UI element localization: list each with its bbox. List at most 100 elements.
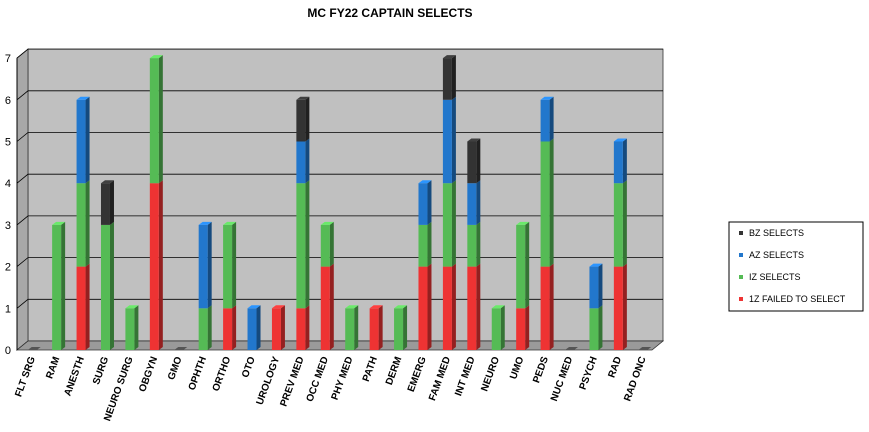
- bar-segment-side: [305, 305, 310, 350]
- bar-segment-side: [622, 138, 627, 184]
- bar-top: [223, 221, 237, 225]
- bar-segment-side: [598, 305, 603, 350]
- bar-segment-side: [549, 96, 554, 142]
- bar-segment-side: [232, 221, 237, 309]
- bar-segment: [149, 58, 159, 184]
- bar-segment-side: [427, 263, 432, 350]
- bar-segment: [394, 308, 404, 350]
- bar-segment-side: [476, 138, 481, 184]
- legend-entry: IZ SELECTS: [749, 272, 801, 282]
- bar-segment-side: [85, 96, 90, 184]
- bar-top: [320, 221, 334, 225]
- x-tick-label: OCC MED: [305, 355, 331, 403]
- bar-segment: [369, 308, 379, 350]
- bar-segment-side: [85, 263, 90, 350]
- bar-segment-side: [451, 180, 456, 267]
- x-tick-label: RAD ONC: [622, 355, 648, 403]
- bar-segment-side: [622, 180, 627, 267]
- bar-segment: [125, 308, 135, 350]
- bar-segment: [296, 141, 306, 184]
- bar-segment-side: [549, 263, 554, 350]
- bar-segment-side: [329, 221, 334, 267]
- bar-segment-side: [354, 305, 359, 350]
- bar-segment: [540, 99, 550, 142]
- plot-side-wall: [16, 48, 29, 351]
- bar-segment: [100, 183, 110, 225]
- bar-segment-side: [61, 221, 66, 350]
- bar-top: [516, 221, 530, 225]
- y-tick-label: 1: [5, 303, 11, 315]
- bar-segment-side: [451, 96, 456, 184]
- bar-top: [467, 138, 481, 142]
- bar-top: [345, 305, 359, 309]
- x-tick-label: OBGYN: [137, 355, 160, 393]
- bar-segment: [418, 266, 428, 350]
- x-tick-label: NUC MED: [549, 355, 575, 403]
- x-tick-label: PATH: [361, 355, 380, 383]
- bar-segment-side: [305, 138, 310, 184]
- y-tick-label: 4: [5, 178, 11, 190]
- x-tick-label: PREV MED: [278, 355, 306, 408]
- bar-segment-side: [451, 263, 456, 350]
- bar-segment: [76, 183, 86, 267]
- bar-top: [565, 347, 579, 350]
- x-tick-label: INT MED: [453, 355, 477, 397]
- bar-segment-side: [427, 221, 432, 267]
- bar-segment: [52, 224, 62, 350]
- bar-segment-side: [329, 263, 334, 350]
- bar-segment: [540, 141, 550, 267]
- bar-segment: [296, 183, 306, 309]
- bar-segment-side: [525, 305, 530, 350]
- bar-top: [369, 305, 383, 309]
- bar-top: [76, 96, 90, 100]
- bar-segment: [540, 266, 550, 350]
- bar-segment: [418, 224, 428, 267]
- x-tick-label: FAM MED: [427, 355, 453, 402]
- bar-segment-side: [158, 180, 163, 350]
- bar-segment: [223, 308, 233, 350]
- bar-segment: [589, 266, 599, 309]
- legend-swatch: [739, 275, 743, 279]
- bar-segment: [76, 266, 86, 350]
- bar-segment-side: [256, 305, 261, 350]
- bar-segment-side: [109, 221, 114, 350]
- bar-top: [52, 221, 66, 225]
- bar-segment: [491, 308, 501, 350]
- bar-segment: [516, 308, 526, 350]
- bar-top: [296, 96, 310, 100]
- bar-segment: [516, 224, 526, 309]
- bar-segment: [320, 266, 330, 350]
- bar-segment: [589, 308, 599, 350]
- y-tick-label: 0: [5, 345, 11, 357]
- bar-segment: [613, 183, 623, 267]
- chart-title: MC FY22 CAPTAIN SELECTS: [307, 6, 472, 20]
- bar-top: [589, 263, 603, 267]
- x-tick-label: PEDS: [531, 355, 551, 385]
- x-tick-label: OTO: [240, 355, 258, 379]
- bar-top: [247, 305, 261, 309]
- bar-segment: [345, 308, 355, 350]
- bar-top: [418, 180, 432, 184]
- bar-segment: [100, 224, 110, 350]
- legend-swatch: [739, 253, 743, 257]
- bar-segment-side: [207, 221, 212, 309]
- x-tick-label: GMO: [166, 355, 185, 381]
- bar-segment: [467, 141, 477, 184]
- x-tick-label: UMO: [508, 355, 526, 381]
- x-tick-label: RAM: [44, 355, 62, 380]
- bar-segment: [467, 266, 477, 350]
- x-tick-label: ORTHO: [211, 355, 234, 393]
- legend-entry: AZ SELECTS: [749, 250, 804, 260]
- bar-top: [442, 55, 456, 59]
- bar-segment: [296, 308, 306, 350]
- y-tick-label: 5: [5, 137, 11, 149]
- bar-segment: [320, 224, 330, 267]
- bar-segment-side: [232, 305, 237, 350]
- bar-segment-side: [207, 305, 212, 350]
- bar-top: [271, 305, 285, 309]
- plot-back-wall: [27, 48, 664, 342]
- bar-segment-side: [549, 138, 554, 267]
- x-tick-label: PSYCH: [578, 355, 600, 391]
- bar-top: [613, 138, 627, 142]
